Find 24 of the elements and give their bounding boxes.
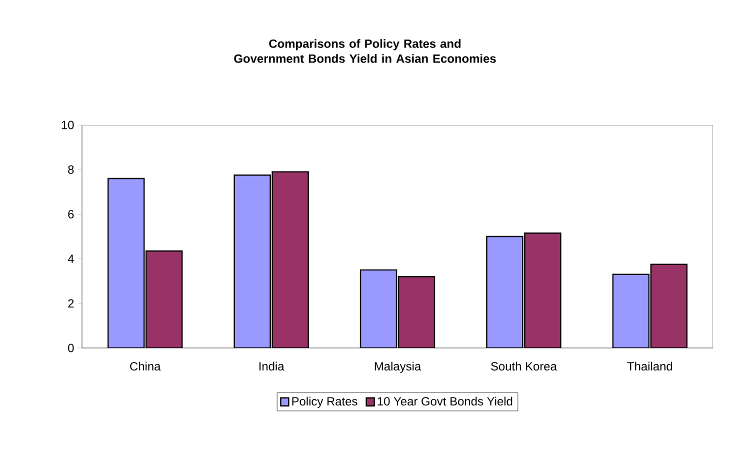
bar [234,174,271,348]
x-tick-label: China [130,362,161,371]
y-tick-label: 4 [68,254,74,263]
legend-label: Policy Rates [292,396,358,408]
x-tick-label: Malaysia [374,362,422,373]
bar [486,236,524,348]
bar [146,250,183,348]
legend-label: 10 Year Govt Bonds Yield [378,396,512,406]
y-tick-label: 6 [68,210,74,218]
x-tick-label: South Korea [491,362,557,371]
bar [612,274,650,348]
bar [108,178,145,348]
bar [524,232,562,348]
x-tick-label: India [259,362,284,371]
x-tick-label: Thailand [627,362,672,371]
y-tick-label: 8 [68,165,74,174]
bar [272,171,309,348]
bar [650,264,688,348]
y-tick-label: 2 [68,299,74,308]
bar [360,269,398,348]
bar [398,276,436,348]
y-tick-label: 0 [68,344,74,352]
chart-title: Comparisons of Policy Rates and Government Bonds Yield in Asian Economies [234,39,496,63]
y-tick-label: 10 [62,120,74,130]
